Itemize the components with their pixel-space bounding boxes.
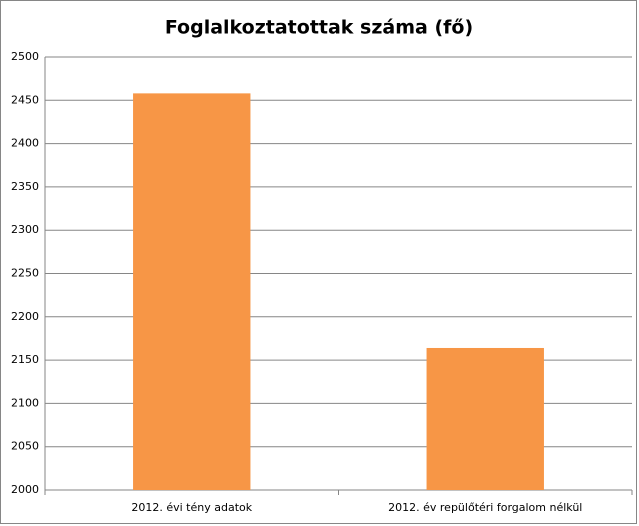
y-tick-label: 2100: [11, 396, 39, 409]
y-tick-label: 2400: [11, 137, 39, 150]
y-tick-label: 2350: [11, 180, 39, 193]
y-tick-label: 2000: [11, 483, 39, 496]
y-tick-label: 2050: [11, 440, 39, 453]
y-tick-label: 2150: [11, 353, 39, 366]
y-tick-label: 2300: [11, 223, 39, 236]
y-tick-label: 2500: [11, 50, 39, 63]
chart-title: Foglalkoztatottak száma (fő): [165, 17, 473, 39]
bar: [133, 93, 251, 490]
bar: [426, 347, 544, 490]
y-tick-label: 2450: [11, 93, 39, 106]
y-tick-label: 2250: [11, 267, 39, 280]
y-tick-label: 2200: [11, 310, 39, 323]
x-tick-label: 2012. évi tény adatok: [131, 501, 252, 514]
x-tick-label: 2012. év repülőtéri forgalom nélkül: [388, 501, 582, 514]
